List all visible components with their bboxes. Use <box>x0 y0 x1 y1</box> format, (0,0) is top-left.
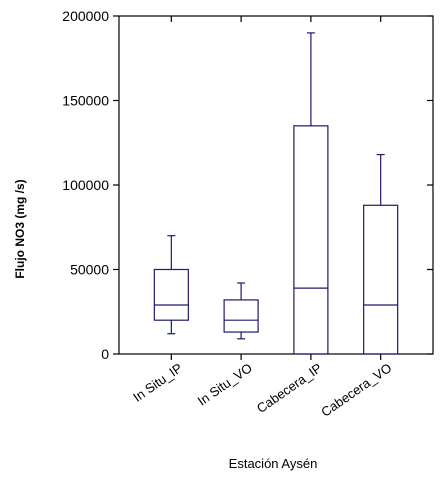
y-axis-title: Flujo NO3 (mg /s) <box>13 179 27 278</box>
box-iqr <box>153 268 189 321</box>
y-tick-label: 150000 <box>62 93 109 109</box>
box-iqr <box>223 299 259 333</box>
x-tick-label: In Situ_VO <box>195 360 255 408</box>
box-2 <box>293 32 329 355</box>
y-tick-label: 50000 <box>70 262 109 278</box>
box-iqr <box>363 204 399 355</box>
x-tick-label: Cabecera_VO <box>318 360 394 420</box>
box-1 <box>223 282 259 340</box>
plot-frame <box>118 15 434 355</box>
x-axis-title: Estación Aysén <box>229 456 318 471</box>
y-tick-label: 100000 <box>62 177 109 193</box>
x-tick-label: In Situ_IP <box>130 360 185 405</box>
box-iqr <box>293 125 329 355</box>
labels-layer: Flujo NO3 (mg /s) Estación Aysén <box>13 179 317 471</box>
box-0 <box>153 235 189 335</box>
x-tick-label: Cabecera_IP <box>254 360 325 416</box>
box-3 <box>363 153 399 355</box>
y-tick-label: 200000 <box>62 8 109 24</box>
boxes-layer <box>153 32 399 355</box>
axes-layer: 0 50000 100000 150000 200000 In Situ_IP In Sit… <box>62 8 434 420</box>
y-tick-label: 0 <box>101 346 109 362</box>
